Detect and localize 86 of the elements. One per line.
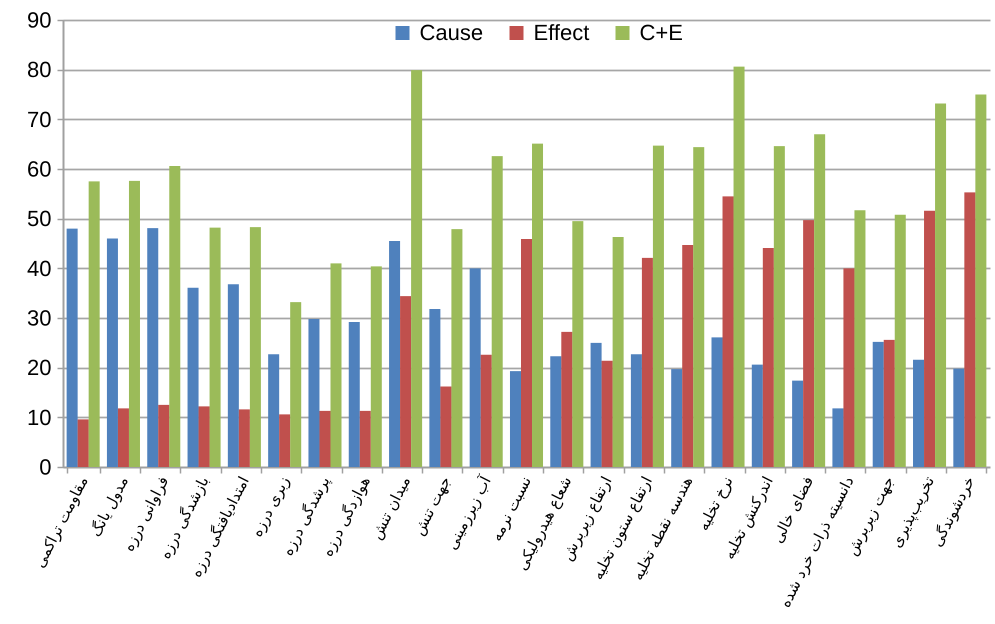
bar: [250, 227, 261, 467]
bar: [66, 228, 78, 467]
bar: [935, 103, 946, 467]
x-tick-label: زبری درزه: [248, 473, 294, 540]
bar: [803, 220, 814, 467]
bar: [590, 342, 602, 467]
x-tick-label: جهت تنش: [410, 473, 454, 538]
bar: [682, 244, 694, 467]
bar: [913, 360, 924, 467]
bar: [832, 408, 844, 467]
bar: [411, 70, 422, 467]
bar: [843, 268, 854, 467]
bar: [762, 248, 774, 467]
bar: [330, 263, 342, 467]
bar: [370, 266, 382, 467]
y-tick-label: 10: [27, 404, 52, 430]
y-tick-label: 70: [27, 106, 52, 132]
bar: [268, 354, 280, 467]
y-tick-label: 30: [27, 306, 52, 330]
x-tick-label: نرخ تخلیه: [694, 473, 737, 534]
bar: [106, 238, 118, 467]
bar: [854, 210, 866, 467]
legend-label: C+E: [640, 20, 683, 45]
bar: [964, 192, 976, 467]
bar: [711, 337, 723, 467]
bar: [400, 296, 412, 467]
bar: [924, 210, 936, 467]
bar: [319, 410, 330, 467]
bar: [642, 258, 653, 467]
bar: [561, 332, 572, 467]
bar: [814, 134, 826, 467]
bar: [953, 368, 964, 467]
bar: [630, 354, 642, 467]
bar: [872, 342, 884, 467]
bar: [78, 419, 89, 467]
bar: [722, 196, 734, 467]
bar: [792, 380, 804, 467]
bar: [228, 284, 239, 467]
bar: [734, 66, 745, 467]
bar: [440, 386, 452, 467]
legend-label: Cause: [420, 20, 484, 45]
bar: [429, 309, 440, 467]
bar: [158, 404, 170, 467]
bar: [118, 408, 129, 467]
bar: [188, 288, 199, 467]
y-tick-label: 80: [27, 57, 52, 82]
y-tick-label: 50: [27, 206, 52, 232]
bar: [894, 214, 906, 467]
bar: [290, 302, 302, 467]
y-tick-label: 0: [39, 454, 52, 480]
bar: [774, 146, 785, 467]
bar: [308, 318, 320, 467]
bar: [510, 371, 521, 467]
bar: [752, 364, 763, 467]
bar: [532, 144, 544, 467]
bar: [198, 406, 210, 467]
bar: [451, 229, 462, 467]
bar: [238, 409, 250, 467]
bar: [480, 354, 492, 467]
bar: [975, 94, 986, 467]
y-tick-label: 90: [27, 8, 52, 32]
bar: [612, 237, 624, 467]
bar: [652, 146, 664, 467]
bar: [572, 221, 584, 467]
bar: [492, 156, 503, 467]
bar: [348, 322, 360, 467]
bar: [88, 181, 100, 467]
bar: [389, 241, 400, 467]
bar: [147, 228, 158, 467]
bar: [279, 414, 290, 467]
bar: [210, 228, 221, 467]
bar: [169, 166, 180, 467]
y-tick-label: 20: [27, 355, 52, 380]
y-tick-label: 60: [27, 156, 52, 182]
bar: [693, 147, 704, 467]
x-tick-label: مدول یانگ: [86, 473, 132, 540]
bar: [602, 360, 613, 467]
bar: [884, 340, 895, 467]
bar: [671, 369, 682, 467]
bar: [520, 239, 532, 467]
bar: [360, 410, 371, 467]
bar: [128, 180, 140, 467]
bar: [470, 268, 481, 467]
legend-label: Effect: [534, 20, 590, 45]
y-tick-label: 40: [27, 256, 52, 281]
bar: [550, 356, 562, 467]
